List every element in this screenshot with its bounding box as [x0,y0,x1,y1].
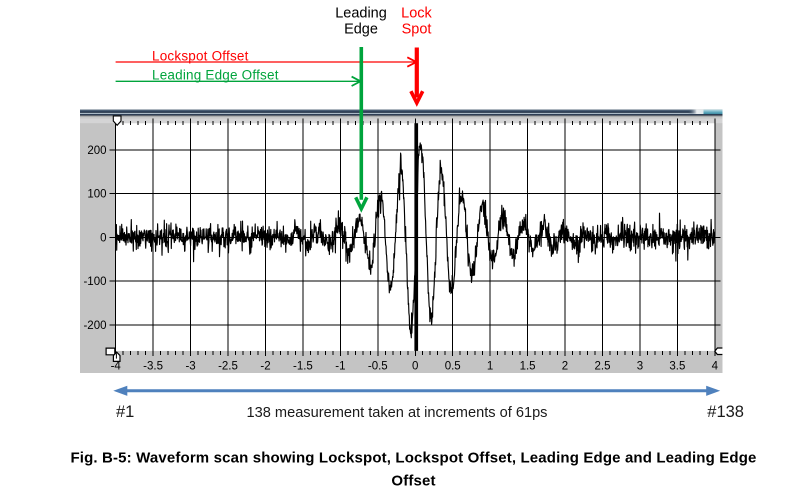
svg-text:-3: -3 [185,361,195,373]
svg-text:Lock: Lock [401,5,432,21]
svg-text:0: 0 [412,361,418,373]
svg-text:Spot: Spot [402,22,432,38]
svg-text:Leading Edge Offset: Leading Edge Offset [152,68,279,83]
svg-text:200: 200 [87,145,106,157]
svg-text:Leading: Leading [335,5,387,21]
svg-text:-1.5: -1.5 [293,361,313,373]
svg-text:#1: #1 [116,403,134,421]
svg-text:1: 1 [487,361,493,373]
svg-text:-1: -1 [335,361,345,373]
svg-text:Fig. B-5: Waveform scan showin: Fig. B-5: Waveform scan showing Lockspot… [70,449,756,466]
svg-text:100: 100 [87,189,106,201]
svg-text:138 measurement taken at incre: 138 measurement taken at increments of 6… [247,405,548,421]
svg-text:-2.5: -2.5 [218,361,238,373]
svg-text:Lockspot Offset: Lockspot Offset [152,48,249,63]
svg-text:Offset: Offset [391,473,435,490]
svg-text:4: 4 [712,361,719,373]
svg-text:-4: -4 [111,361,122,373]
svg-text:-0.5: -0.5 [368,361,388,373]
svg-text:#138: #138 [707,403,744,421]
svg-text:3: 3 [637,361,643,373]
svg-text:-3.5: -3.5 [143,361,163,373]
svg-text:2.5: 2.5 [595,361,611,373]
svg-text:-2: -2 [260,361,270,373]
svg-text:2: 2 [562,361,568,373]
svg-text:0.5: 0.5 [445,361,461,373]
svg-text:-200: -200 [83,320,106,332]
svg-text:Edge: Edge [344,22,378,38]
svg-text:3.5: 3.5 [669,361,685,373]
svg-text:-100: -100 [83,276,106,288]
svg-text:0: 0 [100,232,106,244]
svg-text:1.5: 1.5 [520,361,536,373]
